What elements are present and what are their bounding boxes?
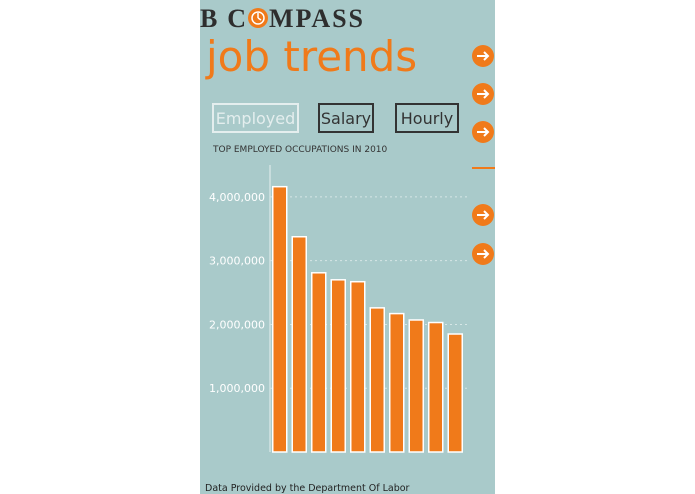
logo-icon xyxy=(248,8,268,28)
tab-label: Salary xyxy=(321,109,371,128)
side-nav xyxy=(472,45,495,265)
bar xyxy=(272,185,288,453)
y-tick-label: 2,000,000 xyxy=(209,318,265,331)
logo-text: MPASS xyxy=(269,4,363,33)
app-panel xyxy=(200,0,495,494)
bar xyxy=(369,307,385,453)
page-title: job trends xyxy=(205,32,417,81)
bar xyxy=(350,280,366,453)
bar xyxy=(408,319,424,453)
y-tick-label: 4,000,000 xyxy=(209,191,265,204)
tab-label: Hourly xyxy=(401,109,453,128)
y-tick-label: 1,000,000 xyxy=(209,382,265,395)
tab-salary[interactable]: Salary xyxy=(318,103,374,133)
tab-hourly[interactable]: Hourly xyxy=(395,103,459,133)
plot: 1,000,000 2,000,000 3,000,000 4,000,000 xyxy=(209,185,468,453)
logo-text: B C xyxy=(200,4,246,33)
bar xyxy=(311,272,327,453)
nav-arrow[interactable] xyxy=(472,83,494,105)
nav-arrow[interactable] xyxy=(472,121,494,143)
tab-label: Employed xyxy=(216,109,296,128)
bar xyxy=(428,321,444,453)
chart-title: TOP EMPLOYED OCCUPATIONS IN 2010 xyxy=(212,145,388,155)
nav-arrow[interactable] xyxy=(472,243,494,265)
bar xyxy=(291,236,307,453)
y-tick-label: 3,000,000 xyxy=(209,255,265,268)
nav-arrow[interactable] xyxy=(472,204,494,226)
footer: Data Provided by the Department Of Labor xyxy=(205,483,410,494)
nav-arrow[interactable] xyxy=(472,45,494,67)
bar xyxy=(389,312,405,453)
bar xyxy=(330,279,346,453)
tab-employed[interactable]: Employed xyxy=(212,103,299,133)
bar xyxy=(447,333,463,453)
